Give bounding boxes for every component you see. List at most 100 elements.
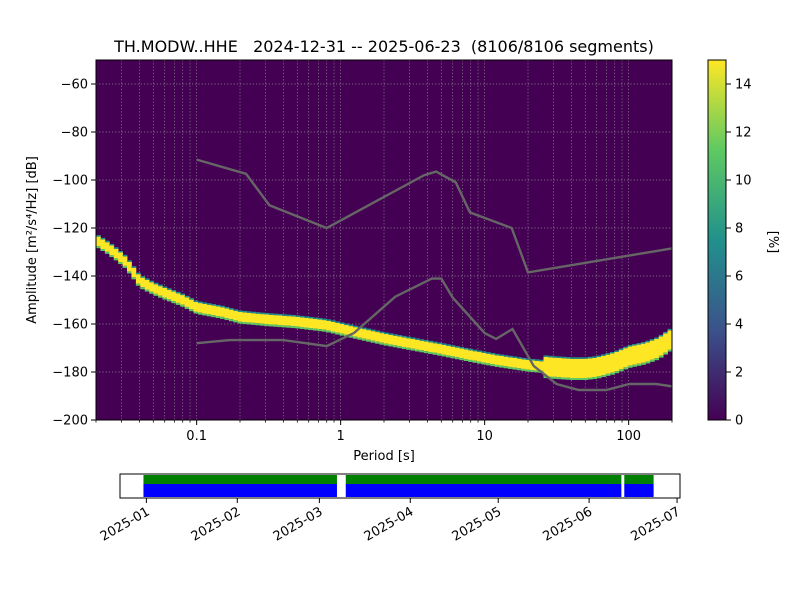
psd-cell <box>344 325 349 335</box>
psd-cell-edge <box>357 337 363 340</box>
psd-cell-edge <box>627 365 633 368</box>
psd-cell-edge <box>432 341 438 344</box>
psd-cell <box>96 236 101 247</box>
psd-cell-edge <box>153 282 159 285</box>
psd-cell-edge <box>623 346 629 349</box>
psd-cell-edge <box>277 325 283 328</box>
psd-cell-edge <box>321 329 327 332</box>
psd-cell-edge <box>441 354 447 357</box>
noise-models <box>196 158 672 392</box>
psd-cell-edge <box>468 359 474 362</box>
timeline-data-segment <box>345 484 622 497</box>
y-tick-label: −200 <box>52 414 88 429</box>
psd-cell <box>552 357 558 377</box>
psd-cell-edge <box>428 351 434 354</box>
psd-cell-edge <box>206 314 212 317</box>
timeline-ticks: 2025-01 2025-02 2025-03 2025-04 2025-05 2025-… <box>98 498 683 545</box>
psd-cell-edge <box>224 318 230 321</box>
psd-cell-edge <box>166 288 172 290</box>
psd-cell-edge <box>534 359 540 361</box>
psd-cell <box>627 346 633 366</box>
timeline-used-segment <box>143 475 337 484</box>
y-tick-label: −160 <box>52 318 88 333</box>
psd-cell-edge <box>313 317 318 320</box>
psd-cell-edge <box>211 304 217 306</box>
psd-cell-edge <box>499 354 505 357</box>
psd-cell <box>565 358 571 378</box>
psd-cell-edge <box>649 359 655 362</box>
psd-cell-edge <box>570 378 575 380</box>
psd-cell <box>583 358 589 378</box>
psd-cell-edge <box>499 365 505 368</box>
psd-cell-edge <box>100 237 106 240</box>
psd-cell-edge <box>352 325 358 328</box>
psd-cell-edge <box>162 286 168 288</box>
psd-cell-edge <box>463 347 469 350</box>
psd-cell-edge <box>583 377 589 380</box>
psd-cell-edge <box>308 316 314 319</box>
y-axis-ticks: −60 −80 −100 −120 −140 −160 −180 −200 <box>52 78 96 429</box>
psd-cell-edge <box>437 342 442 345</box>
psd-cell <box>299 317 305 327</box>
psd-cell <box>592 357 598 378</box>
psd-cell-edge <box>131 266 137 268</box>
psd-cell-edge <box>605 373 611 376</box>
psd-cell-edge <box>428 340 434 343</box>
psd-cell-edge <box>454 346 460 348</box>
psd-cell <box>570 358 575 378</box>
psd-cell-edge <box>202 313 208 316</box>
psd-cell <box>392 335 398 346</box>
psd-cell-edge <box>627 345 633 347</box>
psd-cell-edge <box>361 338 367 341</box>
psd-cell-edge <box>472 360 478 363</box>
psd-cell-edge <box>596 355 602 358</box>
psd-cell-edge <box>601 375 606 378</box>
psd-cell-edge <box>180 293 186 296</box>
psd-cell <box>290 316 296 327</box>
psd-cell-edge <box>388 333 394 335</box>
psd-cell-edge <box>649 339 655 341</box>
psd-cell-edge <box>423 340 429 342</box>
psd-cell <box>220 307 225 317</box>
x-tick-label: 10 <box>476 429 493 444</box>
colorbar-ticks: 0 2 4 6 8 10 12 14 <box>726 78 752 429</box>
psd-cell <box>348 326 354 336</box>
psd-cell <box>122 256 128 266</box>
psd-cell <box>614 351 620 372</box>
psd-cell <box>623 348 629 368</box>
psd-cell-edge <box>96 246 101 249</box>
psd-cell-edge <box>397 335 403 337</box>
psd-cell <box>632 345 637 365</box>
psd-cell <box>109 245 115 256</box>
psd-cell-edge <box>140 287 146 290</box>
psd-cell-edge <box>282 325 287 328</box>
y-tick-label: −120 <box>52 222 88 237</box>
timeline-used-segment <box>345 475 622 484</box>
psd-cell-edge <box>605 353 611 355</box>
psd-cell-edge <box>246 311 252 313</box>
psd-cell-edge <box>113 258 119 261</box>
psd-cell <box>104 242 110 252</box>
psd-cell-edge <box>525 358 531 360</box>
psd-cell-edge <box>255 312 261 314</box>
psd-cell <box>215 306 221 317</box>
psd-cell <box>162 287 168 298</box>
psd-cell-edge <box>304 316 310 318</box>
psd-cell-edge <box>410 348 416 351</box>
psd-cell-edge <box>299 326 305 329</box>
psd-cell <box>494 355 500 365</box>
psd-cell-edge <box>361 327 367 330</box>
psd-cell <box>454 347 460 358</box>
psd-cell-edge <box>184 295 190 298</box>
psd-cell <box>401 337 407 347</box>
psd-cell-edge <box>211 315 217 318</box>
psd-cell-edge <box>127 260 132 262</box>
psd-cell-edge <box>432 352 438 355</box>
psd-cell <box>432 343 438 353</box>
psd-cell-edge <box>109 255 115 258</box>
psd-cell-edge <box>561 356 567 359</box>
psd-cell <box>415 339 420 350</box>
psd-cell-edge <box>299 315 305 318</box>
psd-cell-edge <box>459 358 465 361</box>
psd-cell-edge <box>366 328 372 331</box>
